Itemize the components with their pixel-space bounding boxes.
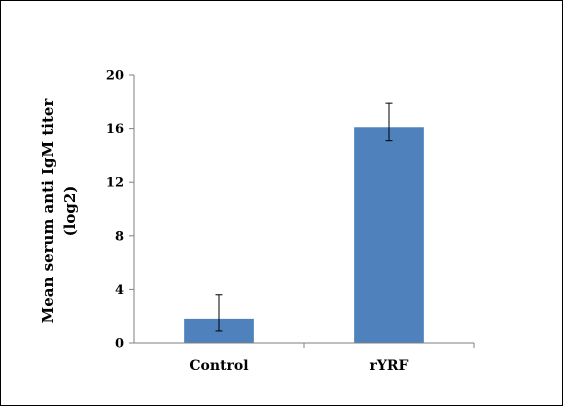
- y-tick-label: 16: [106, 122, 124, 137]
- y-tick-label: 0: [115, 337, 124, 352]
- x-category-label: rYRF: [370, 358, 409, 374]
- y-tick-label: 4: [115, 283, 124, 298]
- y-tick-label: 12: [106, 176, 124, 191]
- bars: [184, 127, 424, 343]
- x-category-label: Control: [189, 358, 248, 374]
- x-axis-labels: Control rYRF: [189, 358, 408, 374]
- y-axis-title-line: (log2): [61, 186, 79, 237]
- y-tick-label: 8: [115, 229, 124, 244]
- y-axis-title: Mean serum anti IgM titer (log2): [39, 98, 79, 324]
- bar-ryrf: [354, 127, 424, 343]
- y-axis-ticks: 0 4 8 12 16 20: [106, 69, 475, 352]
- y-tick-label: 20: [106, 69, 124, 84]
- y-axis-title-line: Mean serum anti IgM titer: [39, 98, 57, 324]
- error-bars: [215, 102, 393, 332]
